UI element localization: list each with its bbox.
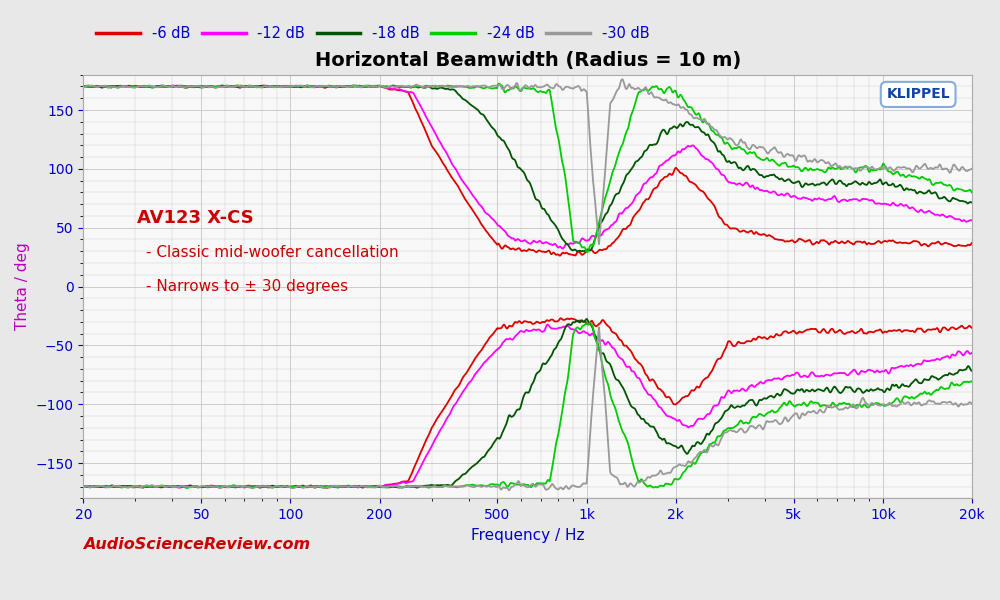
- Text: AudioScienceReview.com: AudioScienceReview.com: [83, 536, 310, 551]
- Text: - Narrows to ± 30 degrees: - Narrows to ± 30 degrees: [146, 279, 348, 294]
- Text: - Classic mid-woofer cancellation: - Classic mid-woofer cancellation: [146, 245, 398, 260]
- Text: KLIPPEL: KLIPPEL: [886, 88, 950, 101]
- X-axis label: Frequency / Hz: Frequency / Hz: [471, 527, 584, 542]
- Legend: -6 dB, -12 dB, -18 dB, -24 dB, -30 dB: -6 dB, -12 dB, -18 dB, -24 dB, -30 dB: [91, 20, 655, 47]
- Y-axis label: Theta / deg: Theta / deg: [15, 242, 30, 331]
- Title: Horizontal Beamwidth (Radius = 10 m): Horizontal Beamwidth (Radius = 10 m): [315, 52, 741, 70]
- Text: AV123 X-CS: AV123 X-CS: [137, 209, 253, 227]
